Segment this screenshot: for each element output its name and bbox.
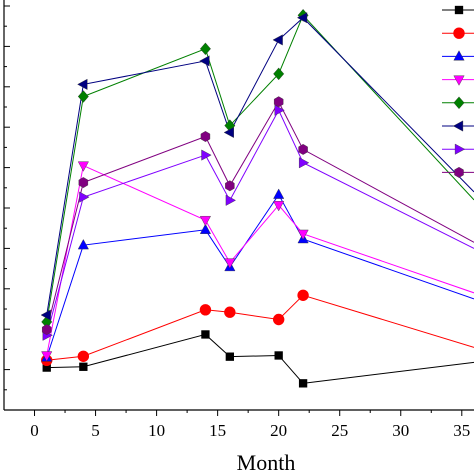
legend-marker-8: [454, 166, 464, 178]
legend-marker-4: [453, 75, 465, 86]
data-point-s7-3: [201, 149, 212, 161]
data-point-s7-2: [79, 191, 90, 203]
data-point-s2-5: [272, 313, 285, 326]
x-axis-title: Month: [237, 450, 296, 474]
data-point-s4-5: [273, 201, 285, 212]
legend-marker-1: [454, 5, 464, 15]
data-point-s8-1: [42, 324, 52, 336]
data-point-s1-2: [79, 362, 88, 371]
data-point-s8-3: [200, 131, 211, 142]
data-point-s6-1: [40, 309, 51, 321]
legend-marker-7: [454, 143, 466, 155]
data-point-s4-3: [199, 216, 211, 227]
x-tick-label-0: 0: [30, 421, 39, 440]
series-line-7: [46, 109, 474, 336]
series-line-5: [46, 14, 474, 323]
data-point-s8-2: [78, 177, 89, 188]
series-line-8: [46, 100, 474, 330]
legend-marker-6: [452, 120, 464, 132]
data-point-s7-5: [274, 104, 285, 116]
data-point-s2-3: [199, 304, 212, 316]
data-point-s7-4: [225, 194, 236, 206]
data-point-s6-6: [296, 12, 308, 24]
data-point-s4-4: [224, 258, 236, 269]
data-point-s1-3: [201, 330, 210, 339]
data-point-s2-4: [224, 306, 236, 318]
data-point-s3-2: [77, 239, 89, 250]
data-point-s1-6: [298, 379, 308, 388]
data-point-s3-5: [273, 188, 285, 199]
x-tick-label-35: 35: [453, 421, 470, 440]
data-point-s6-3: [199, 55, 210, 67]
series-line-4: [46, 164, 474, 356]
legend: [442, 5, 474, 178]
data-point-s5-5: [273, 67, 285, 81]
legend-marker-2: [453, 27, 465, 39]
data-point-s4-1: [41, 351, 53, 362]
data-point-s6-5: [272, 34, 283, 46]
data-point-s1-5: [274, 351, 283, 360]
data-point-s1-1: [42, 363, 51, 372]
data-point-s4-6: [297, 229, 309, 240]
data-point-s8-5: [273, 96, 284, 108]
data-point-s5-3: [199, 42, 211, 56]
x-tick-label-30: 30: [392, 421, 409, 440]
data-point-s6-2: [77, 78, 88, 90]
x-tick-label-5: 5: [91, 421, 100, 440]
series-line-3: [46, 193, 474, 358]
data-point-s6-4: [223, 126, 234, 138]
data-point-s3-3: [199, 223, 211, 234]
data-point-s2-6: [297, 289, 309, 301]
data-point-s5-2: [77, 90, 89, 103]
data-point-s7-6: [298, 157, 310, 169]
data-point-s2-2: [77, 350, 90, 362]
series-line-2: [46, 294, 474, 361]
plot-markers: [40, 9, 310, 388]
data-point-s8-4: [225, 180, 235, 192]
x-tick-label-20: 20: [270, 421, 287, 440]
data-point-s8-6: [298, 143, 308, 155]
plot-lines: [46, 14, 474, 384]
x-tick-label-25: 25: [331, 421, 348, 440]
data-point-s1-4: [225, 352, 235, 361]
data-point-s4-2: [77, 161, 89, 172]
x-tick-label-10: 10: [148, 421, 165, 440]
axes: 0 5 10 15 20 25 30 35: [3, 0, 474, 440]
legend-marker-5: [453, 96, 465, 110]
x-tick-label-15: 15: [209, 421, 226, 440]
legend-marker-3: [453, 50, 465, 61]
series-line-1: [46, 333, 474, 384]
